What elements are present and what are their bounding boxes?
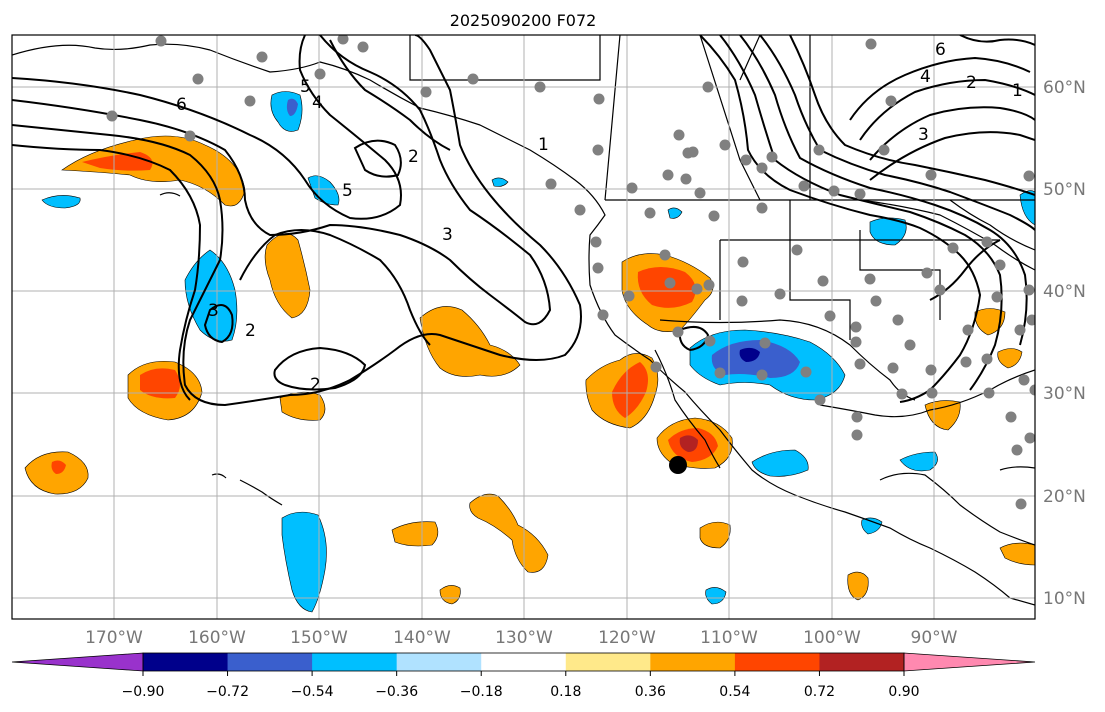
lon-label: 140°W [393,628,451,648]
contour-label: 1 [538,135,549,155]
latitude-labels: 60°N 50°N 40°N 30°N 20°N 10°N [1043,78,1086,609]
colorbar-segment [312,653,398,671]
lon-label: 160°W [188,628,246,648]
contour-label: 2 [966,73,977,93]
contour-label: 3 [208,301,219,321]
colorbar-segment [819,653,905,671]
lon-label: 110°W [700,628,758,648]
lon-label: 120°W [598,628,656,648]
colorbar-tick-label: −0.72 [206,684,249,700]
colorbar-extend-low [11,652,144,672]
very-strong-positive-fills [679,435,698,452]
colorbar-segment [143,653,229,671]
lon-label: 150°W [290,628,348,648]
contour-lines [12,35,1035,407]
colorbar-segment [565,653,651,671]
colorbar-tick-label: −0.36 [375,684,418,700]
colorbar-segment [650,653,736,671]
lat-label: 30°N [1043,384,1086,404]
colorbar-extend-high [903,652,1036,672]
graticule [12,35,1035,619]
colorbar-segment [481,653,567,671]
contour-label: 1 [1012,81,1023,101]
colorbar-segment [734,653,820,671]
map-frame [11,34,1036,620]
colorbar-segment [227,653,313,671]
lat-label: 20°N [1043,487,1086,507]
contour-label: 2 [408,147,419,167]
map-area: 6 5 4 2 5 3 3 2 2 3 4 6 2 1 1 [12,35,1035,619]
colorbar-segment [396,653,482,671]
colorbar-tick-label: −0.90 [122,684,165,700]
contour-label: 4 [312,93,323,113]
lat-label: 60°N [1043,78,1086,98]
lon-label: 100°W [803,628,861,648]
contour-labels: 6 5 4 2 5 3 3 2 2 3 4 6 2 1 1 [176,40,1023,395]
colorbar-tick-label: 0.72 [804,684,835,700]
contour-label: 5 [342,181,353,201]
lat-label: 40°N [1043,282,1086,302]
positive-anomaly-fills [24,135,1035,605]
coastlines [12,35,1035,606]
storm-center-marker [669,456,687,474]
contour-label: 3 [918,125,929,145]
lon-label: 170°W [85,628,143,648]
lat-label: 10°N [1043,589,1086,609]
lon-label: 90°W [911,628,958,648]
colorbar-tick-label: 0.90 [888,684,919,700]
longitude-labels: 170°W 160°W 150°W 140°W 130°W 120°W 110°… [85,628,958,648]
map-title: 2025090200 F072 [450,11,597,30]
colorbar-tick-label: −0.54 [291,684,334,700]
colorbar-tick-label: 0.18 [550,684,581,700]
contour-label: 4 [920,67,931,87]
contour-label: 6 [176,95,187,115]
station-markers [106,35,1035,510]
colorbar-tick-label: 0.54 [719,684,750,700]
very-strong-negative-fills [739,347,760,362]
colorbar: −0.90 −0.72 −0.54 −0.36 −0.18 0.18 0.36 0.54 0.7… [11,652,1036,700]
lon-label: 130°W [495,628,553,648]
contour-label: 3 [442,225,453,245]
contour-label: 2 [310,375,321,395]
colorbar-tick-label: 0.36 [635,684,666,700]
contour-label: 2 [245,321,256,341]
contour-label: 6 [935,40,946,60]
colorbar-tick-label: −0.18 [460,684,503,700]
lat-label: 50°N [1043,180,1086,200]
contour-label: 5 [300,77,311,97]
